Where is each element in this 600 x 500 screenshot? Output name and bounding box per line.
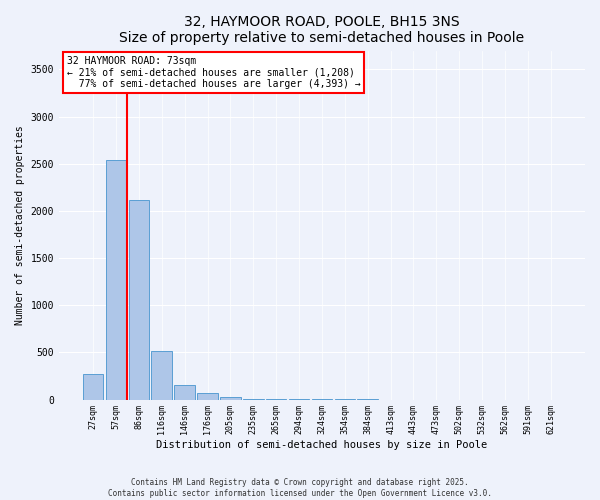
X-axis label: Distribution of semi-detached houses by size in Poole: Distribution of semi-detached houses by … [157, 440, 488, 450]
Bar [243, 398, 263, 400]
Title: 32, HAYMOOR ROAD, POOLE, BH15 3NS
Size of property relative to semi-detached hou: 32, HAYMOOR ROAD, POOLE, BH15 3NS Size o… [119, 15, 524, 45]
Bar [175, 385, 195, 400]
Bar [220, 397, 241, 400]
Y-axis label: Number of semi-detached properties: Number of semi-detached properties [15, 125, 25, 325]
Bar [106, 160, 127, 400]
Bar [151, 352, 172, 400]
Text: 32 HAYMOOR ROAD: 73sqm
← 21% of semi-detached houses are smaller (1,208)
  77% o: 32 HAYMOOR ROAD: 73sqm ← 21% of semi-det… [67, 56, 361, 89]
Text: Contains HM Land Registry data © Crown copyright and database right 2025.
Contai: Contains HM Land Registry data © Crown c… [108, 478, 492, 498]
Bar [128, 200, 149, 400]
Bar [197, 394, 218, 400]
Bar [83, 374, 103, 400]
